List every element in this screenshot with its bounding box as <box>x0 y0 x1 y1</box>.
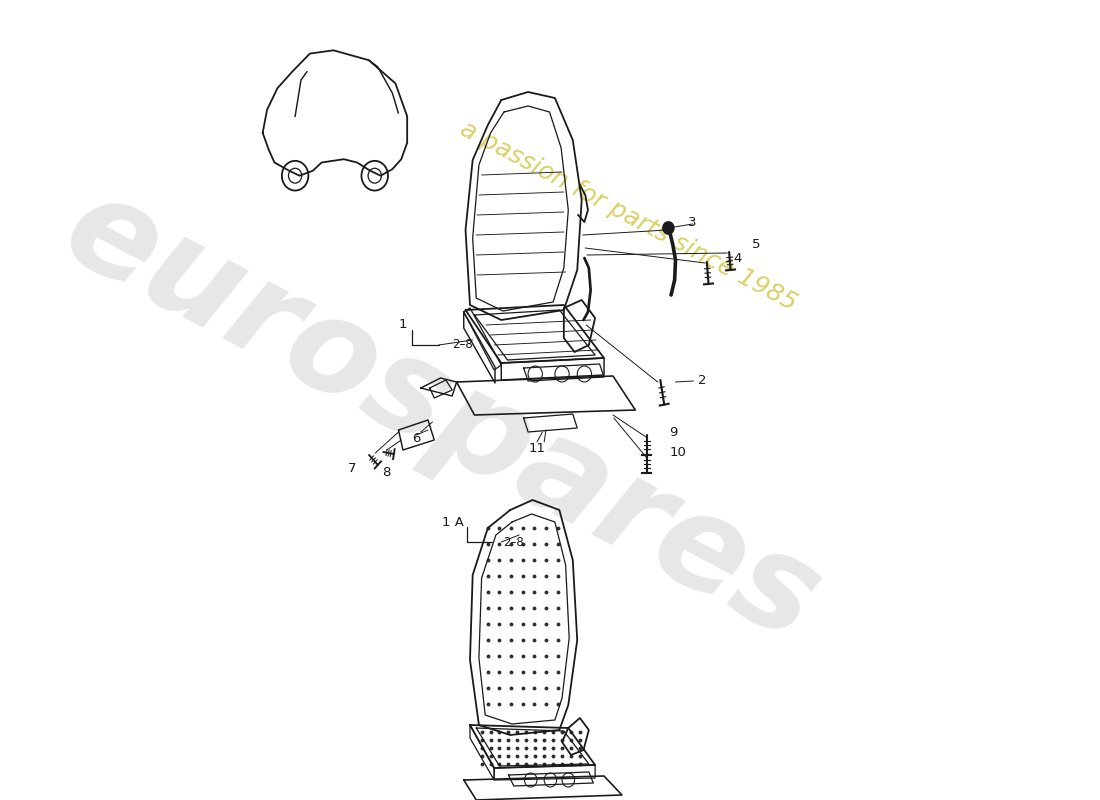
Text: 10: 10 <box>669 446 686 459</box>
Text: 1 A: 1 A <box>442 515 464 529</box>
Text: 6: 6 <box>411 431 420 445</box>
Text: 5: 5 <box>751 238 760 251</box>
Text: eurospares: eurospares <box>43 164 839 668</box>
Text: a passion for parts since 1985: a passion for parts since 1985 <box>455 117 801 315</box>
Text: 2: 2 <box>697 374 706 386</box>
Text: 4: 4 <box>734 251 742 265</box>
Text: 8: 8 <box>383 466 390 478</box>
Text: 11: 11 <box>528 442 546 454</box>
Text: 9: 9 <box>669 426 678 439</box>
Text: 7: 7 <box>348 462 356 474</box>
Text: 2–8: 2–8 <box>452 338 473 351</box>
Text: 3: 3 <box>688 215 696 229</box>
Text: 2–8: 2–8 <box>503 535 524 549</box>
Text: 1: 1 <box>399 318 407 331</box>
Circle shape <box>663 222 673 234</box>
